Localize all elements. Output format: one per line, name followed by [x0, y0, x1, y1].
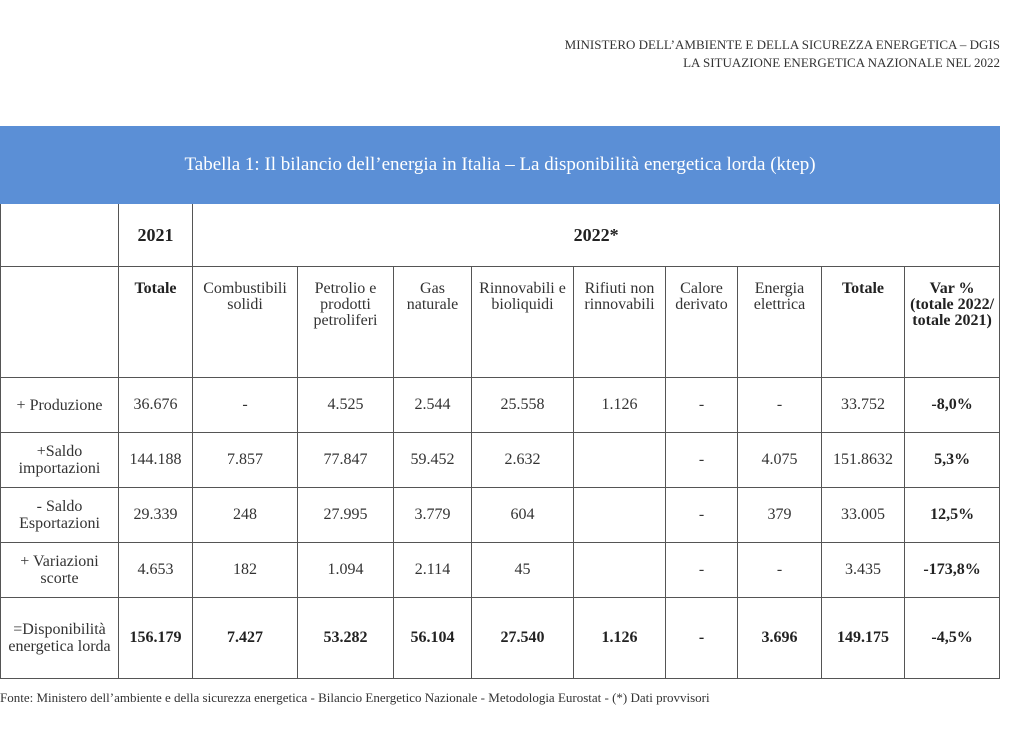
- table-cell: 379: [737, 487, 822, 543]
- table-cell: 2.632: [471, 432, 574, 488]
- table-cell: -4,5%: [903, 597, 1001, 679]
- table-cell: 3.435: [821, 542, 905, 598]
- table-cell: 5,3%: [903, 432, 1001, 488]
- table-cell: 248: [192, 487, 298, 543]
- table-row: - Saldo Esportazioni 29.339 248 27.995 3…: [0, 487, 1001, 543]
- table-row: + Produzione 36.676 - 4.525 2.544 25.558…: [0, 377, 1001, 433]
- table-cell: 1.126: [573, 377, 666, 433]
- table-cell: 36.676: [118, 377, 193, 433]
- table-cell: 3.696: [737, 597, 822, 679]
- row-label: + Produzione: [0, 377, 119, 433]
- table-cell: 1.126: [573, 597, 666, 679]
- col-header-energia-elettrica: Energia elettrica: [737, 266, 822, 378]
- table-cell: 4.075: [737, 432, 822, 488]
- col-header-rinnovabili: Rinnovabili e bioliquidi: [471, 266, 574, 378]
- table-cell: [573, 432, 666, 488]
- col-header-combustibili: Combustibili solidi: [192, 266, 298, 378]
- table-cell: -: [665, 597, 738, 679]
- empty-corner-cell: [0, 203, 119, 267]
- table-cell: 2.114: [393, 542, 472, 598]
- year-2022-header: 2022*: [191, 203, 1001, 267]
- empty-label-header: [0, 266, 119, 378]
- table-cell: -: [665, 487, 738, 543]
- table-cell: 4.653: [118, 542, 193, 598]
- table-cell: 33.752: [821, 377, 905, 433]
- table-cell: 45: [471, 542, 574, 598]
- col-header-var: Var % (totale 2022/ totale 2021): [903, 266, 1001, 378]
- table-cell: 77.847: [297, 432, 394, 488]
- table-cell: 149.175: [821, 597, 905, 679]
- table-cell: 7.857: [192, 432, 298, 488]
- table-cell: -: [737, 377, 822, 433]
- row-label: =Disponibilità energetica lorda: [0, 597, 119, 679]
- header-line-1: MINISTERO DELL’AMBIENTE E DELLA SICUREZZ…: [564, 37, 1000, 52]
- table-cell: -173,8%: [903, 542, 1001, 598]
- table-cell: -8,0%: [903, 377, 1001, 433]
- row-label: +Saldo importazioni: [0, 432, 119, 488]
- table-title: Tabella 1: Il bilancio dell’energia in I…: [0, 126, 1001, 204]
- table-row: + Variazioni scorte 4.653 182 1.094 2.11…: [0, 542, 1001, 598]
- table-cell: [573, 487, 666, 543]
- table-row: +Saldo importazioni 144.188 7.857 77.847…: [0, 432, 1001, 488]
- table-cell: 151.8632: [821, 432, 905, 488]
- col-header-rifiuti: Rifiuti non rinnovabili: [573, 266, 666, 378]
- table-cell: 29.339: [118, 487, 193, 543]
- table-cell: -: [665, 542, 738, 598]
- table-cell: 27.540: [471, 597, 574, 679]
- table-cell: 25.558: [471, 377, 574, 433]
- table-cell: -: [665, 432, 738, 488]
- table-cell: 4.525: [297, 377, 394, 433]
- table-row-total: =Disponibilità energetica lorda 156.179 …: [0, 597, 1001, 679]
- header-line-2: LA SITUAZIONE ENERGETICA NAZIONALE NEL 2…: [683, 55, 1000, 70]
- energy-balance-table: Tabella 1: Il bilancio dell’energia in I…: [0, 126, 1001, 679]
- table-cell: 604: [471, 487, 574, 543]
- col-header-gas: Gas naturale: [393, 266, 472, 378]
- col-header-petrolio: Petrolio e prodotti petroliferi: [297, 266, 394, 378]
- col-header-totale-2021: Totale: [118, 266, 193, 378]
- row-label: + Variazioni scorte: [0, 542, 119, 598]
- table-cell: 3.779: [393, 487, 472, 543]
- table-cell: 1.094: [297, 542, 394, 598]
- table-cell: 144.188: [118, 432, 193, 488]
- table-cell: -: [737, 542, 822, 598]
- table-cell: 33.005: [821, 487, 905, 543]
- table-cell: 7.427: [192, 597, 298, 679]
- table-cell: [573, 542, 666, 598]
- table-cell: 56.104: [393, 597, 472, 679]
- table-cell: 59.452: [393, 432, 472, 488]
- year-2021-header: 2021: [118, 203, 193, 267]
- row-label: - Saldo Esportazioni: [0, 487, 119, 543]
- document-header: MINISTERO DELL’AMBIENTE E DELLA SICUREZZ…: [565, 36, 1000, 72]
- table-cell: 182: [192, 542, 298, 598]
- source-footnote: Fonte: Ministero dell’ambiente e della s…: [0, 690, 710, 705]
- table-cell: 53.282: [297, 597, 394, 679]
- col-header-calore: Calore derivato: [665, 266, 738, 378]
- table-cell: -: [665, 377, 738, 433]
- col-header-totale-2022: Totale: [821, 266, 905, 378]
- table-cell: 12,5%: [903, 487, 1001, 543]
- table-cell: -: [192, 377, 298, 433]
- table-cell: 2.544: [393, 377, 472, 433]
- table-cell: 156.179: [118, 597, 193, 679]
- table-cell: 27.995: [297, 487, 394, 543]
